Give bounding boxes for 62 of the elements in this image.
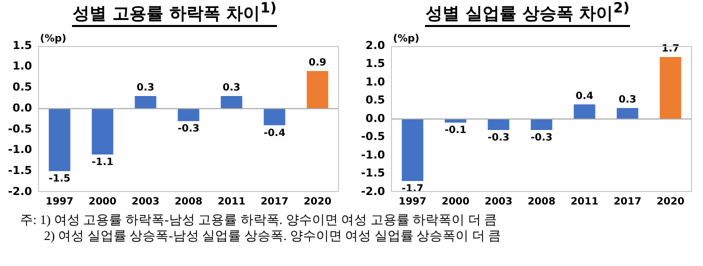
data-label: -0.3 — [488, 132, 510, 144]
x-tick-label: 2017 — [260, 196, 288, 208]
y-tick-label: 0.5 — [366, 94, 386, 107]
bar — [306, 71, 328, 109]
y-tick-label: 2.0 — [366, 38, 386, 52]
data-label: 0.3 — [618, 94, 636, 106]
bar — [134, 96, 156, 109]
data-label: -0.4 — [264, 128, 286, 139]
y-tick-label: 1.5 — [12, 38, 32, 52]
x-tick-label: 2000 — [88, 196, 116, 208]
chart-title: 성별 고용률 하락폭 차이$^{1)}$ — [72, 0, 277, 26]
y-tick-label: -1.0 — [360, 148, 386, 162]
bar — [48, 108, 70, 172]
x-tick-label: 2017 — [614, 196, 642, 208]
bar — [178, 108, 200, 122]
data-label: 0.4 — [576, 90, 594, 102]
x-tick-label: 2011 — [218, 196, 246, 208]
bar — [402, 119, 424, 182]
x-tick-label: 2011 — [570, 196, 598, 208]
x-tick-label: 1997 — [46, 196, 74, 208]
data-label: 0.3 — [222, 82, 240, 94]
x-tick-label: 2003 — [132, 196, 160, 208]
y-tick-label: -2.0 — [360, 184, 386, 198]
data-label: 0.3 — [136, 82, 154, 94]
text: 2) 여성 실업률 상승폭-남성 실업률 상승폭. 양수이면 여성 실업률 상승폭이 더 큼 — [43, 228, 502, 244]
x-tick-label: 1997 — [398, 196, 426, 208]
bar — [220, 96, 242, 109]
data-label: -0.1 — [444, 125, 467, 136]
y-axis-title: (%p) — [40, 34, 66, 45]
chart-title: 성별 실업률 상승폭 차이$^{2)}$ — [425, 0, 630, 26]
bar — [530, 119, 552, 130]
y-tick-label: 0.5 — [12, 80, 32, 94]
x-tick-label: 2020 — [656, 196, 684, 208]
data-label: -0.3 — [530, 132, 552, 144]
x-tick-label: 2020 — [304, 196, 332, 208]
y-tick-label: -1.0 — [8, 143, 32, 156]
y-axis-title: (%p) — [393, 34, 420, 45]
y-tick-label: -2.0 — [8, 184, 32, 198]
x-tick-label: 2003 — [484, 196, 512, 208]
bar — [660, 56, 682, 119]
y-tick-label: -1.5 — [8, 164, 32, 177]
y-tick-label: 0.0 — [12, 101, 32, 114]
text: 주: 1) 여성 고용률 하락폭-남성 고용률 하락폭. 양수이면 여성 고용률 하락폭이 더 큼 — [20, 212, 498, 228]
bar — [488, 119, 510, 130]
bar — [92, 108, 114, 154]
data-label: -1.1 — [92, 157, 114, 168]
data-label: 0.9 — [308, 58, 326, 69]
data-label: -0.3 — [178, 124, 200, 135]
y-tick-label: 0.0 — [366, 112, 386, 125]
y-tick-label: 1.0 — [366, 75, 386, 88]
y-tick-label: -1.5 — [360, 166, 386, 180]
bar — [574, 104, 596, 119]
y-tick-label: -0.5 — [360, 130, 386, 144]
y-tick-label: -0.5 — [8, 122, 32, 136]
bar — [264, 108, 286, 126]
y-tick-label: 1.5 — [366, 57, 386, 70]
x-tick-label: 2008 — [174, 196, 202, 208]
y-tick-label: 1.0 — [12, 60, 32, 73]
x-tick-label: 2000 — [442, 196, 470, 208]
bar — [616, 108, 638, 119]
data-label: -1.5 — [48, 174, 71, 185]
x-tick-label: 2008 — [528, 196, 556, 208]
